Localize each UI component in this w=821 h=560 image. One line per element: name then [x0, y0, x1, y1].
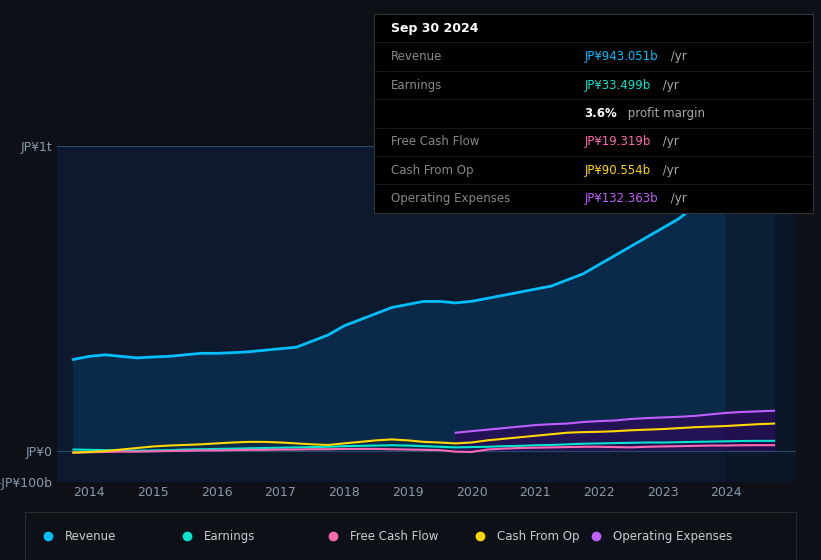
Text: Free Cash Flow: Free Cash Flow [391, 136, 479, 148]
Text: /yr: /yr [667, 192, 686, 205]
Text: JP¥90.554b: JP¥90.554b [585, 164, 650, 177]
Text: 3.6%: 3.6% [585, 107, 617, 120]
Text: Revenue: Revenue [391, 50, 443, 63]
Text: Cash From Op: Cash From Op [497, 530, 580, 543]
Bar [727, 146, 796, 482]
Text: Operating Expenses: Operating Expenses [391, 192, 511, 205]
Text: JP¥33.499b: JP¥33.499b [585, 78, 650, 91]
Text: Earnings: Earnings [204, 530, 255, 543]
Text: /yr: /yr [659, 164, 679, 177]
Text: Cash From Op: Cash From Op [391, 164, 474, 177]
Text: JP¥132.363b: JP¥132.363b [585, 192, 658, 205]
Text: Operating Expenses: Operating Expenses [612, 530, 732, 543]
Text: /yr: /yr [659, 136, 679, 148]
Text: Earnings: Earnings [391, 78, 443, 91]
Text: JP¥943.051b: JP¥943.051b [585, 50, 658, 63]
Text: /yr: /yr [659, 78, 679, 91]
Text: Revenue: Revenue [65, 530, 116, 543]
Text: JP¥19.319b: JP¥19.319b [585, 136, 651, 148]
Text: Free Cash Flow: Free Cash Flow [351, 530, 438, 543]
Text: profit margin: profit margin [624, 107, 705, 120]
Text: Sep 30 2024: Sep 30 2024 [391, 22, 479, 35]
Text: /yr: /yr [667, 50, 686, 63]
